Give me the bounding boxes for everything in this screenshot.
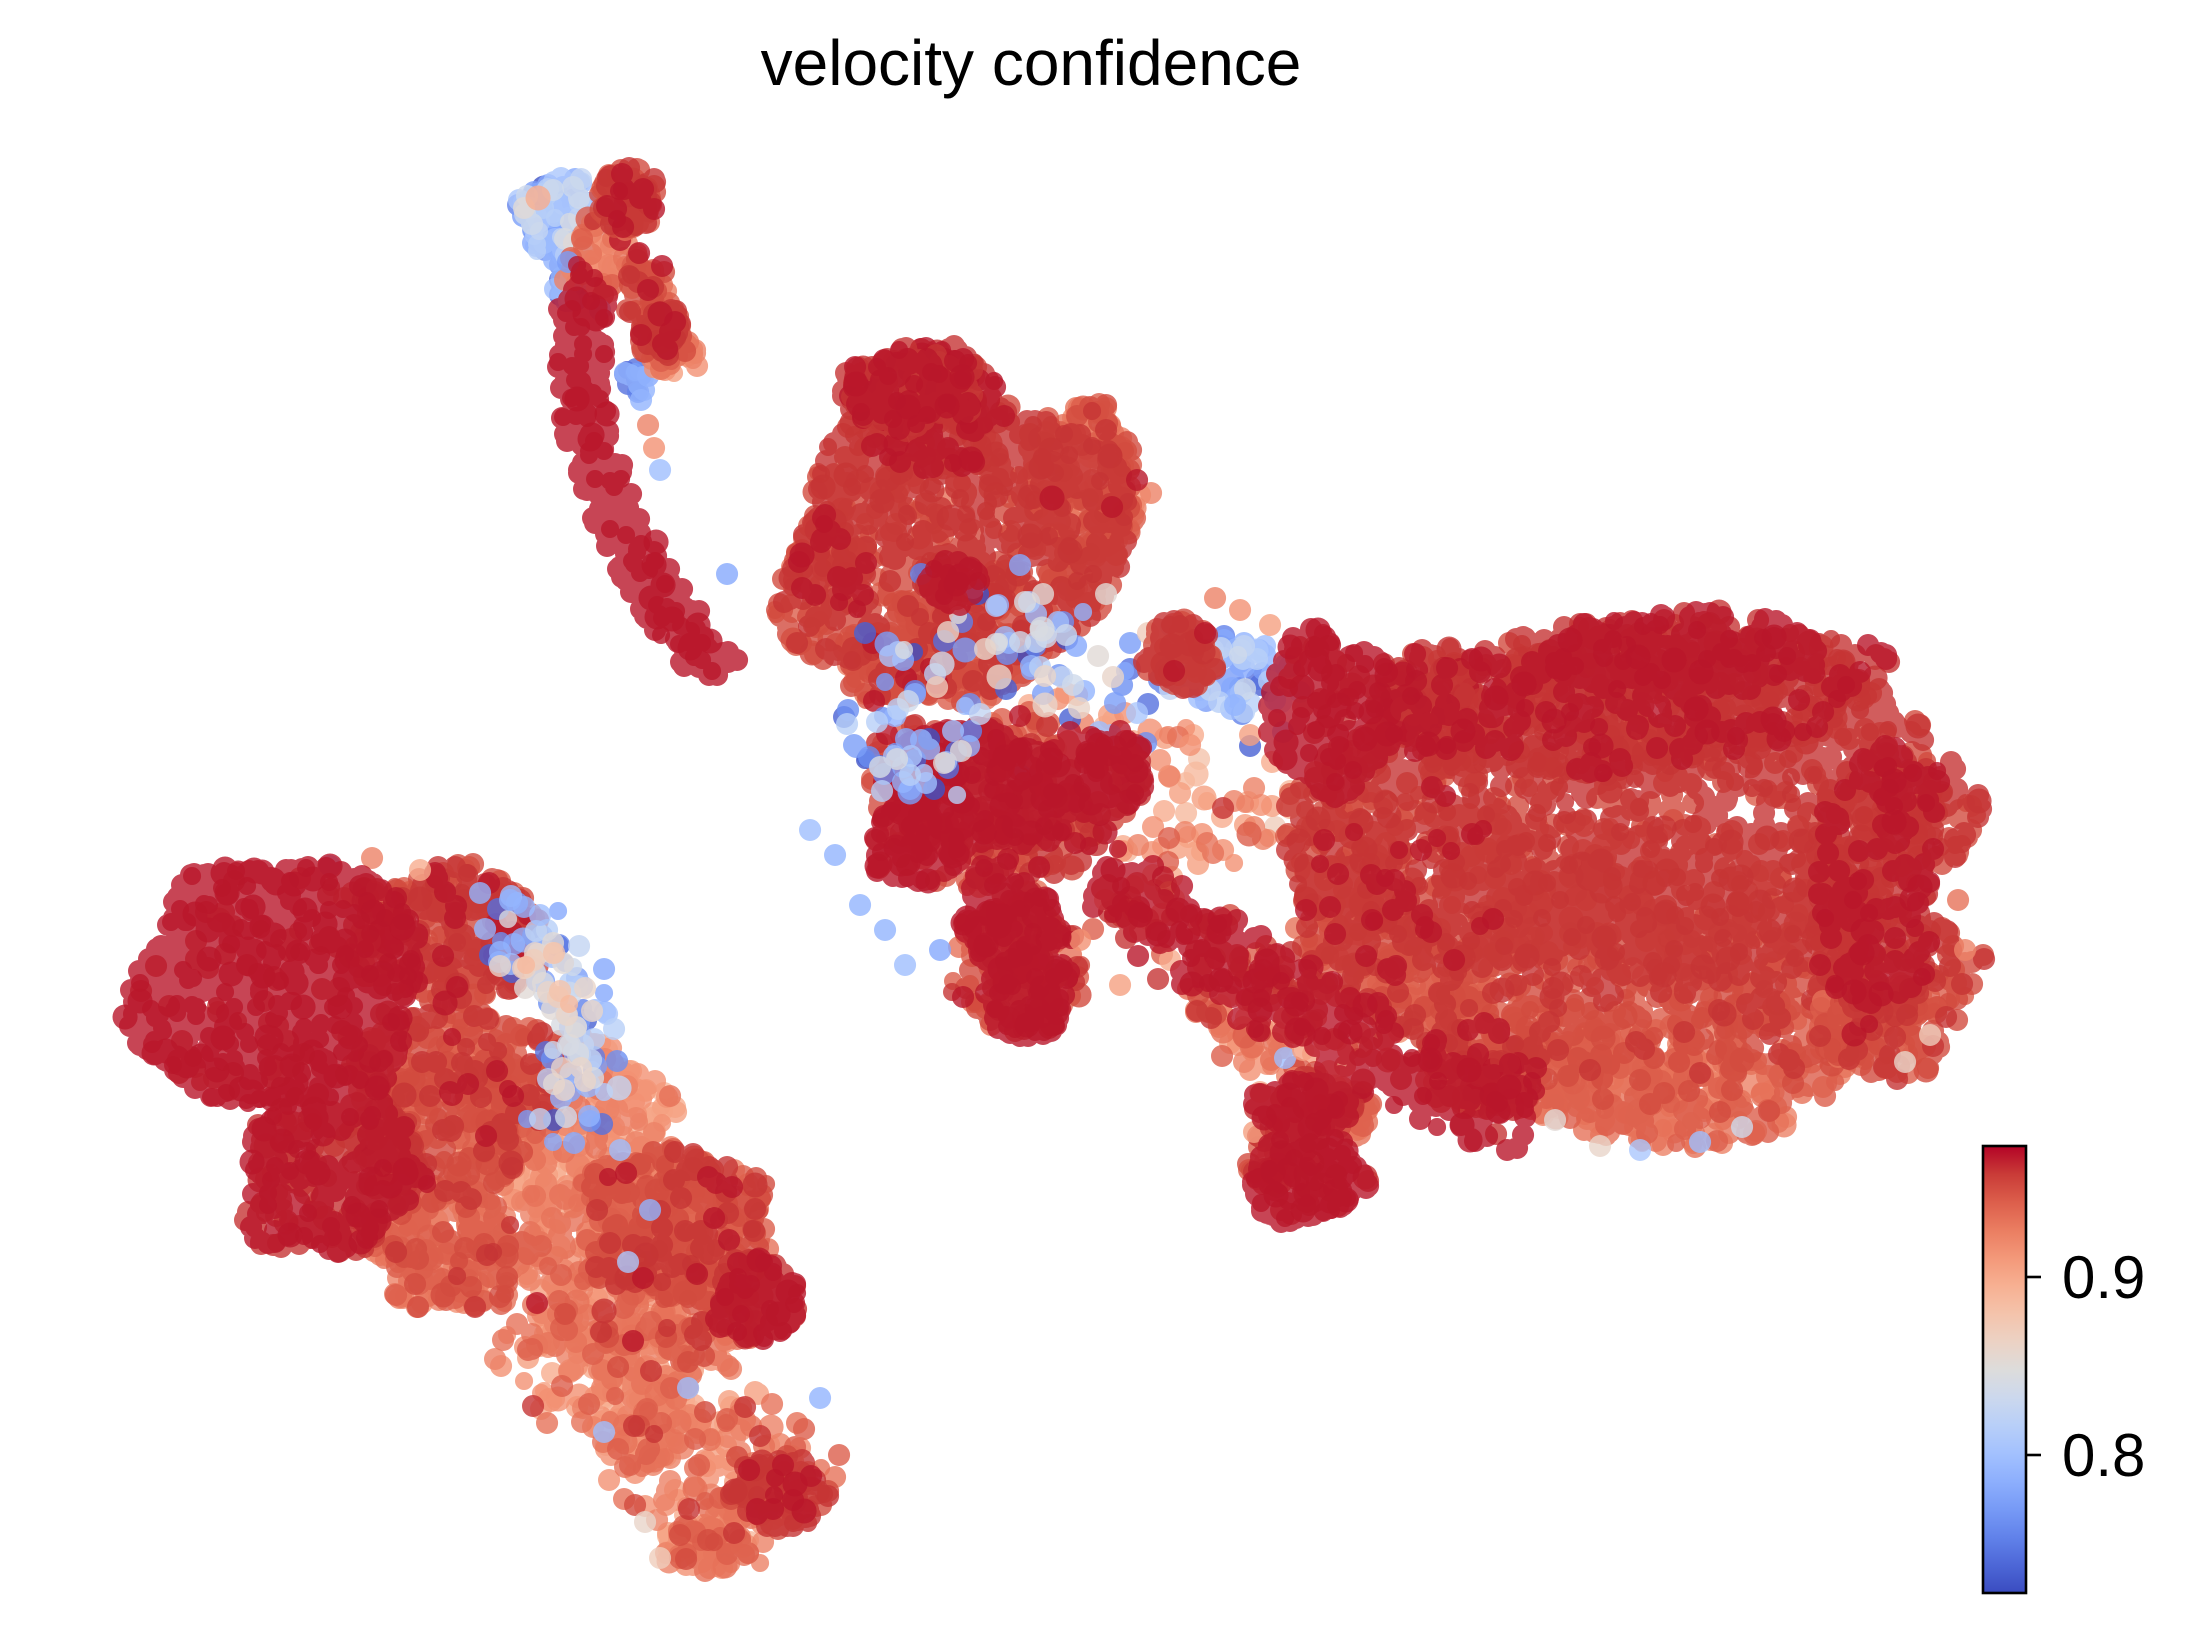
svg-text:0.9: 0.9 [2062, 1244, 2145, 1311]
svg-text:0.8: 0.8 [2062, 1422, 2145, 1489]
svg-text:velocity confidence: velocity confidence [761, 27, 1302, 99]
